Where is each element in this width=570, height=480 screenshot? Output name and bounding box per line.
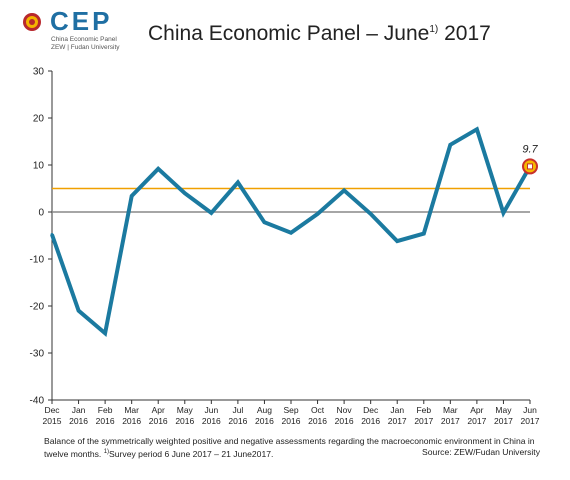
- data-point: [103, 331, 107, 335]
- logo-subtitle-line1: China Economic Panel: [51, 36, 117, 43]
- logo-subtitle-line2: ZEW | Fudan University: [51, 44, 120, 51]
- data-point: [369, 212, 373, 216]
- highlight-marker-center: [527, 163, 533, 170]
- x-tick-label-year: 2017: [441, 416, 460, 426]
- x-tick-label-year: 2017: [414, 416, 433, 426]
- data-point: [209, 211, 213, 215]
- x-tick-label-year: 2016: [96, 416, 115, 426]
- x-tick-label-year: 2016: [149, 416, 168, 426]
- y-tick-label: 0: [38, 208, 44, 219]
- chart-title-year: 2017: [438, 22, 491, 45]
- cep-logo-icon: [23, 13, 41, 31]
- caption-line1: Balance of the symmetrically weighted po…: [44, 436, 535, 446]
- x-tick-label-month: Jun: [523, 405, 537, 415]
- x-tick-label-month: Dec: [363, 405, 379, 415]
- x-tick-label-year: 2016: [282, 416, 301, 426]
- data-point: [156, 167, 160, 171]
- logo-wordmark: CEP: [50, 6, 113, 36]
- x-tick-label-month: Nov: [337, 405, 353, 415]
- caption-footnote-marker: 1): [103, 449, 110, 455]
- x-tick-label-year: 2015: [43, 416, 62, 426]
- x-tick-label-year: 2017: [467, 416, 486, 426]
- x-tick-label-year: 2016: [122, 416, 141, 426]
- data-point: [316, 212, 320, 216]
- y-tick-label: -40: [30, 396, 45, 407]
- source-note: Source: ZEW/Fudan University: [422, 447, 540, 457]
- cep-logo: CEP China Economic Panel ZEW | Fudan Uni…: [22, 6, 132, 51]
- data-point: [422, 232, 426, 236]
- x-tick-label-month: May: [177, 405, 194, 415]
- y-tick-label: -30: [30, 349, 45, 360]
- x-tick-label-year: 2016: [335, 416, 354, 426]
- data-point: [183, 191, 187, 195]
- x-tick-label-year: 2016: [255, 416, 274, 426]
- y-tick-label: -10: [30, 255, 45, 266]
- x-tick-label-month: Aug: [257, 405, 272, 415]
- data-point: [501, 211, 505, 215]
- x-tick-label-year: 2016: [361, 416, 380, 426]
- chart-title: China Economic Panel – June1) 2017: [148, 22, 491, 46]
- x-tick-label-month: Mar: [443, 405, 458, 415]
- data-point: [77, 309, 81, 313]
- chart-title-main: China Economic Panel – June: [148, 22, 430, 45]
- x-tick-label-year: 2016: [175, 416, 194, 426]
- highlight-data-label: 9.7: [522, 143, 538, 155]
- x-tick-label-month: Sep: [283, 405, 298, 415]
- x-tick-label-year: 2017: [494, 416, 513, 426]
- data-point: [130, 194, 134, 198]
- caption-line2a: twelve months.: [44, 448, 104, 459]
- data-point: [262, 220, 266, 224]
- x-tick-label-month: Jan: [390, 405, 404, 415]
- data-point: [475, 127, 479, 131]
- y-tick-label: 20: [33, 114, 45, 125]
- data-point: [50, 233, 54, 237]
- chart-title-footnote-marker: 1): [429, 24, 439, 35]
- x-tick-label-year: 2017: [388, 416, 407, 426]
- caption-line2b: Survey period 6 June 2017 – 21 June2017.: [109, 448, 274, 459]
- x-tick-label-year: 2016: [308, 416, 327, 426]
- data-point: [342, 188, 346, 192]
- data-point: [289, 231, 293, 235]
- x-tick-label-month: Jun: [204, 405, 218, 415]
- x-tick-label-month: Apr: [470, 405, 483, 415]
- x-tick-label-month: Dec: [44, 405, 60, 415]
- x-tick-label-year: 2016: [228, 416, 247, 426]
- x-tick-label-year: 2016: [202, 416, 221, 426]
- data-point: [395, 239, 399, 243]
- data-point: [236, 180, 240, 184]
- x-tick-label-year: 2017: [521, 416, 540, 426]
- chart-caption: Balance of the symmetrically weighted po…: [44, 436, 544, 460]
- x-tick-label-month: Mar: [124, 405, 139, 415]
- x-tick-label-month: Apr: [152, 405, 165, 415]
- y-tick-label: -20: [30, 302, 45, 313]
- x-tick-label-month: Feb: [98, 405, 113, 415]
- x-tick-label-month: May: [495, 405, 512, 415]
- x-tick-label-month: Jul: [232, 405, 243, 415]
- x-tick-label-month: Jan: [72, 405, 86, 415]
- data-point: [448, 143, 452, 147]
- y-tick-label: 30: [33, 67, 45, 78]
- x-tick-label-year: 2016: [69, 416, 88, 426]
- x-tick-label-month: Feb: [416, 405, 431, 415]
- y-tick-label: 10: [33, 161, 45, 172]
- x-tick-label-month: Oct: [311, 405, 325, 415]
- line-chart: 3020100-10-20-30-40Dec2015Jan2016Feb2016…: [30, 67, 540, 427]
